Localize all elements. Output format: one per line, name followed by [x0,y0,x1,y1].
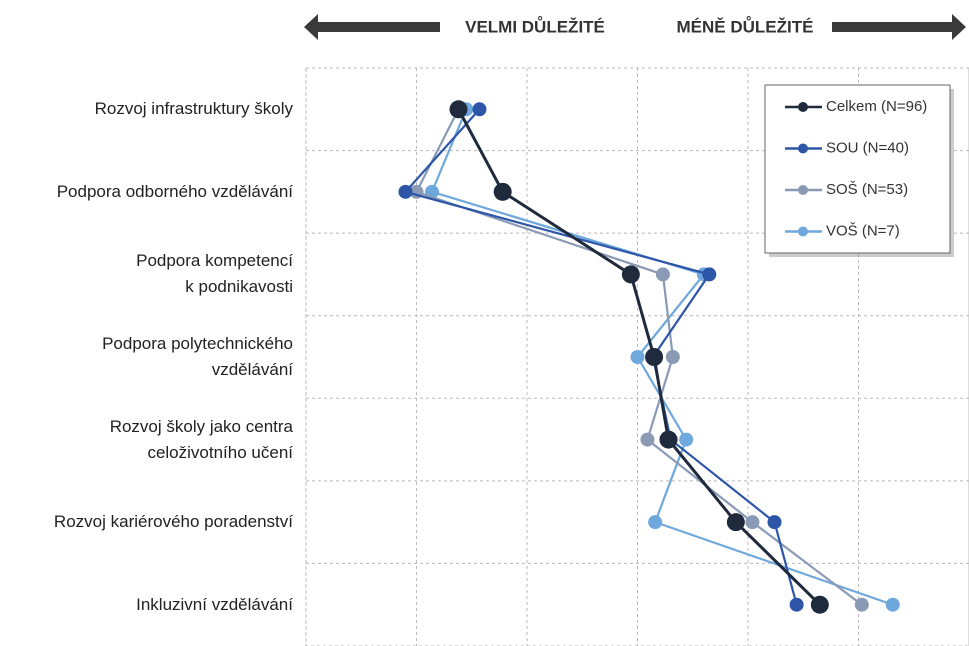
data-point [640,432,655,447]
legend: Celkem (N=96) SOU (N=40) SOŠ (N=53) VOŠ (N=… [764,84,954,257]
data-point [789,597,804,612]
header-right: MÉNĚ DŮLEŽITÉ [677,16,814,36]
data-point [726,513,745,532]
data-point [665,350,680,364]
left-arrow [304,14,440,40]
category-label: Podpora odborného vzdělávání [56,181,293,201]
legend-marker [798,226,808,237]
data-point [854,597,869,612]
category-label: Rozvoj kariérového poradenství [53,512,293,532]
data-point [679,432,694,447]
data-point [472,102,487,117]
data-point [810,595,829,614]
data-point [655,267,670,282]
data-point [645,348,664,366]
legend-label: VOŠ (N=7) [826,222,900,239]
data-point [702,267,717,282]
legend-label: SOŠ (N=53) [826,181,908,198]
legend-label: Celkem (N=96) [826,98,927,115]
data-point [449,100,468,119]
category-label: Podpora kompetencí k podnikavosti [136,251,293,297]
legend-marker [798,143,808,154]
category-label: Rozvoj školy jako centra celoživotního u… [109,416,293,462]
data-point [659,430,678,449]
header-left: VELMI DŮLEŽITÉ [465,16,605,36]
legend-marker [798,102,808,112]
data-point [398,184,413,199]
category-label: Rozvoj infrastruktury školy [94,99,293,119]
data-point [630,350,645,364]
data-point [767,515,782,530]
data-point [648,515,663,530]
data-point [745,515,760,530]
legend-box [764,84,951,254]
right-arrow [832,14,966,40]
data-point [621,265,640,284]
legend-marker [798,185,808,195]
legend-label: SOU (N=40) [826,139,909,156]
data-point [885,597,900,612]
category-label: Podpora polytechnického vzdělávání [102,334,293,379]
category-label: Inkluzivní vzdělávání [136,594,293,614]
data-point [493,182,512,201]
